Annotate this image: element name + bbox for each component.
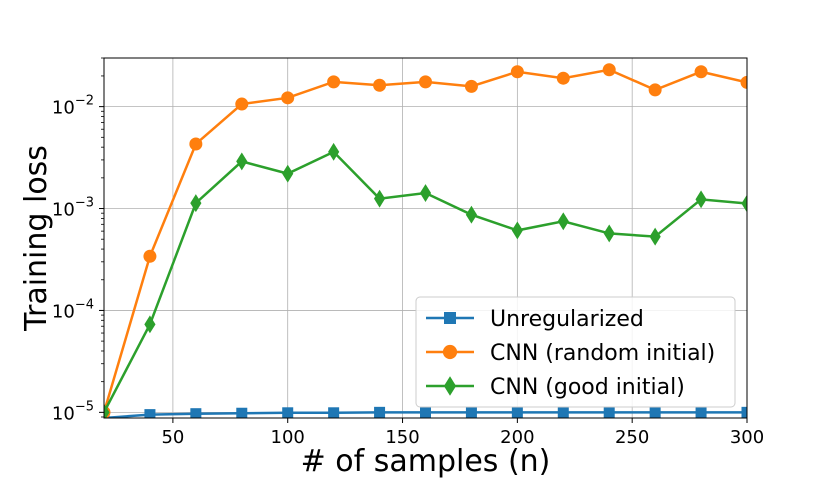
x-tick-label: 150	[385, 427, 419, 448]
legend: Unregularized CNN (random initial) CNN (go…	[415, 296, 736, 408]
y-tick-label: 10−2	[52, 94, 94, 119]
y-tick-base: 10	[52, 301, 75, 322]
data-point	[557, 212, 569, 231]
data-point	[328, 142, 340, 161]
data-point	[189, 137, 203, 151]
legend-marker	[444, 312, 456, 324]
data-point	[511, 221, 523, 240]
data-point	[649, 406, 661, 418]
data-point	[741, 406, 747, 418]
data-point	[695, 406, 707, 418]
data-point	[327, 75, 341, 89]
series-cnn-random-initial	[104, 63, 747, 418]
y-tick-exponent: −4	[75, 297, 94, 312]
legend-box	[415, 296, 736, 408]
y-tick-label: 10−3	[52, 196, 94, 221]
y-tick-base: 10	[52, 98, 75, 119]
data-point	[419, 184, 432, 202]
y-axis: 10−510−410−310−2	[52, 57, 104, 424]
data-point	[282, 407, 294, 418]
series-cnn-good-initial	[104, 142, 747, 418]
x-tick-label: 300	[730, 427, 764, 448]
y-tick-exponent: −3	[75, 196, 94, 211]
data-point	[464, 79, 478, 93]
data-point	[556, 71, 570, 85]
data-point	[510, 65, 524, 79]
legend-item: Unregularized	[426, 307, 644, 332]
x-axis-title: # of samples (n)	[301, 444, 551, 479]
data-point	[328, 407, 340, 418]
legend-item: CNN (good initial)	[426, 375, 685, 400]
data-point	[602, 63, 616, 77]
data-point	[419, 75, 432, 89]
data-point	[695, 190, 707, 209]
data-point	[190, 194, 202, 213]
data-point	[603, 406, 615, 418]
y-axis-title: Training loss	[19, 145, 54, 332]
series-layer	[104, 63, 747, 418]
data-point	[373, 78, 387, 92]
y-tick-label: 10−4	[52, 297, 94, 322]
data-point	[144, 315, 156, 334]
legend-item: CNN (random initial)	[426, 341, 715, 366]
data-point	[465, 406, 477, 418]
plot-frame	[103, 57, 748, 419]
legend-marker	[443, 376, 457, 396]
data-point	[649, 227, 661, 246]
x-tick-label: 50	[161, 427, 184, 448]
data-point	[741, 194, 747, 213]
data-point	[511, 406, 523, 418]
y-tick-exponent: −2	[75, 94, 94, 109]
series-unregularized	[104, 406, 747, 418]
data-point	[236, 152, 248, 171]
data-point	[740, 75, 747, 89]
data-point	[236, 407, 248, 418]
x-axis: 50 100 150 200 250 300	[161, 418, 764, 448]
x-tick-label: 100	[271, 427, 305, 448]
y-tick-base: 10	[52, 403, 75, 424]
legend-marker	[442, 344, 458, 360]
data-point	[281, 91, 295, 105]
y-tick-base: 10	[52, 200, 75, 221]
legend-label: Unregularized	[490, 307, 644, 332]
data-point	[235, 97, 249, 111]
data-point	[373, 189, 386, 208]
data-point	[104, 403, 110, 418]
data-point	[465, 205, 478, 224]
data-point	[557, 406, 569, 418]
data-point	[144, 409, 156, 418]
data-point	[648, 83, 662, 97]
x-tick-label: 200	[500, 427, 534, 448]
data-point	[420, 406, 431, 418]
data-point	[374, 406, 386, 418]
legend-label: CNN (good initial)	[490, 375, 685, 400]
y-tick-exponent: −5	[75, 399, 94, 414]
x-tick-label: 250	[615, 427, 649, 448]
data-point	[143, 249, 157, 263]
data-point	[190, 408, 202, 418]
data-point	[603, 224, 615, 243]
data-point	[694, 65, 708, 79]
y-tick-label: 10−5	[52, 399, 94, 424]
data-point	[282, 164, 294, 183]
legend-label: CNN (random initial)	[490, 341, 715, 366]
